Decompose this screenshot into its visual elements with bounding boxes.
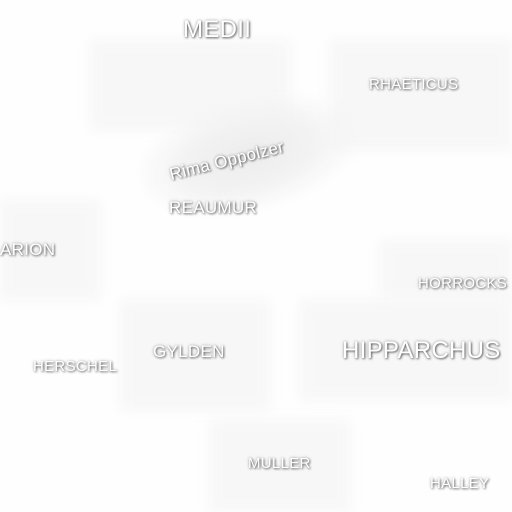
label-medii: MEDII: [183, 16, 252, 43]
terrain-patch: [330, 40, 512, 150]
label-reaumur: REAUMUR: [169, 198, 258, 217]
label-hipparchus: HIPPARCHUS: [342, 337, 501, 364]
label-halley: HALLEY: [430, 475, 490, 492]
label-horrocks: HORROCKS: [418, 275, 508, 292]
label-herschel: HERSCHEL: [33, 358, 118, 375]
label-gylden: GYLDEN: [153, 342, 225, 361]
label-arion: ARION: [0, 240, 56, 259]
label-muller: MULLER: [248, 455, 311, 472]
label-rhaeticus: RHAETICUS: [369, 76, 459, 93]
terrain-patch: [210, 420, 350, 512]
terrain-patch: [300, 300, 512, 400]
terrain-patch: [380, 240, 512, 300]
terrain-patch: [0, 200, 100, 300]
terrain-patch: [120, 300, 270, 410]
